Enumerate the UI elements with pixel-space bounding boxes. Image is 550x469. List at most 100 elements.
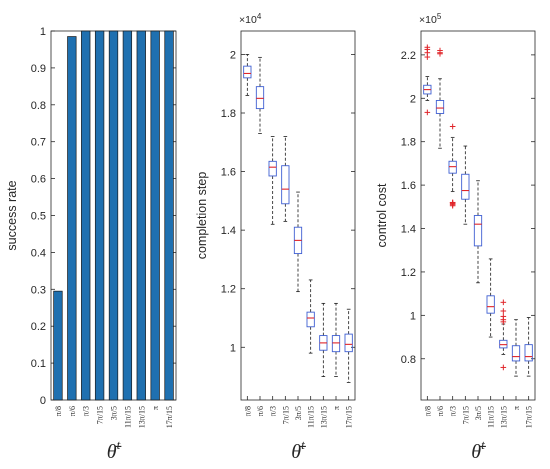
- box-1: [243, 54, 252, 96]
- x-tick-label: 17π/15: [345, 406, 354, 428]
- y-tick-label: 1.6: [221, 167, 236, 179]
- y-tick-label: 0.5: [31, 211, 46, 223]
- x-tick-label: 7π/15: [96, 406, 105, 424]
- box-body: [268, 160, 277, 177]
- x-tick-label: 13π/15: [137, 406, 146, 428]
- outlier: [500, 313, 507, 320]
- y-tick-label: 1.4: [401, 224, 416, 236]
- y-tick-label: 0.9: [31, 63, 46, 75]
- box-body: [524, 344, 533, 362]
- x-tick-label: 13π/15: [319, 406, 328, 428]
- y-axis-exponent: ×105: [419, 12, 442, 26]
- box-3: [448, 123, 457, 209]
- box-body: [511, 345, 521, 362]
- x-tick-label: 3π/5: [294, 406, 303, 420]
- x-axis-label-sup: t: [117, 437, 121, 452]
- panel-2: 1 1.2 1.4 1.6 1.8 2 completion step ×104 π/8 π/6 π…: [195, 12, 356, 463]
- x-tick-label: π: [151, 406, 160, 410]
- box-2: [255, 56, 265, 134]
- box-body: [435, 100, 445, 114]
- outlier: [424, 109, 431, 116]
- y-tick-label: 2: [230, 49, 236, 61]
- y-tick-label: 1: [410, 310, 416, 322]
- box-body: [331, 335, 341, 353]
- box-7: [499, 299, 508, 371]
- y-axis-label: completion step: [195, 172, 209, 260]
- y-tick-label: 0.7: [31, 137, 46, 149]
- x-tick-label: 13π/15: [499, 406, 508, 428]
- y-tick-label: 0: [40, 395, 46, 407]
- outlier: [500, 364, 507, 371]
- box-9: [524, 317, 533, 377]
- y-tick-label: 0.6: [31, 174, 46, 186]
- y-tick-label: 0.8: [31, 100, 46, 112]
- box-8: [511, 319, 521, 377]
- y-tick-label: 1.4: [221, 225, 236, 237]
- box-6: [306, 279, 315, 354]
- y-tick-label: 0.3: [31, 284, 46, 296]
- y-tick-label: 0.4: [31, 247, 46, 259]
- x-tick-label: 3π/5: [110, 406, 119, 420]
- bar: [67, 36, 77, 401]
- box-1: [423, 44, 432, 116]
- box-4: [281, 136, 290, 222]
- panel-3: 0.8 1 1.2 1.4 1.6 1.8 2 2.2 control cost ×105 π/8 π…: [375, 12, 536, 463]
- x-axis-label: θ̄t: [107, 437, 122, 463]
- box-2: [435, 47, 445, 149]
- y-tick-label: 2.2: [401, 50, 416, 62]
- y-tick-label: 1.6: [401, 180, 416, 192]
- y-tick-label: 1.2: [221, 284, 236, 296]
- x-tick-label: π/6: [436, 406, 445, 416]
- box-body: [486, 295, 495, 314]
- box-8: [331, 302, 341, 377]
- outlier: [449, 199, 456, 206]
- outlier: [437, 47, 443, 54]
- y-tick-label: 1: [230, 342, 236, 354]
- box-5: [473, 180, 483, 284]
- bar: [136, 30, 146, 401]
- x-tick-label: π: [512, 406, 521, 410]
- box-6: [486, 258, 495, 338]
- x-tick-label: π/8: [54, 406, 63, 416]
- exponent-power: 4: [257, 12, 262, 21]
- x-tick-label: 7π/15: [461, 406, 470, 424]
- box-body: [344, 333, 353, 353]
- outlier: [500, 299, 507, 306]
- box-9: [344, 308, 353, 383]
- box-body: [281, 165, 290, 205]
- x-tick-label: 11π/15: [487, 406, 496, 428]
- y-axis-label: success rate: [5, 180, 19, 250]
- y-tick-label: 1: [40, 26, 46, 38]
- box-body: [306, 311, 315, 328]
- exponent-base: ×10: [419, 14, 437, 26]
- x-axis-label-sup: t: [481, 437, 485, 452]
- x-tick-label: π/8: [423, 406, 432, 416]
- x-tick-label: π/8: [243, 406, 252, 416]
- bar: [164, 30, 174, 401]
- x-tick-label: 11π/15: [307, 406, 316, 428]
- outlier: [424, 44, 431, 51]
- box-body: [461, 173, 470, 200]
- x-axis-label: θ̄t: [291, 437, 306, 463]
- box-5: [293, 191, 303, 293]
- y-tick-label: 1.8: [221, 108, 236, 120]
- x-axis-label-sup: t: [301, 437, 305, 452]
- bar: [81, 30, 91, 401]
- x-tick-label: π/3: [449, 406, 458, 416]
- y-tick-label: 0.8: [401, 354, 416, 366]
- x-tick-label: π: [332, 406, 341, 410]
- box-4: [461, 145, 470, 225]
- x-tick-label: π/6: [68, 406, 77, 416]
- y-tick-label: 1.2: [401, 267, 416, 279]
- exponent-power: 5: [437, 12, 442, 21]
- y-tick-label: 1.8: [401, 137, 416, 149]
- y-axis-label: control cost: [375, 183, 389, 247]
- outlier: [449, 123, 456, 130]
- exponent-base: ×10: [239, 14, 257, 26]
- x-tick-label: 17π/15: [525, 406, 534, 428]
- x-tick-label: 3π/5: [474, 406, 483, 420]
- x-axis-label: θ̄t: [471, 437, 486, 463]
- bar: [150, 30, 160, 401]
- bar: [122, 30, 133, 401]
